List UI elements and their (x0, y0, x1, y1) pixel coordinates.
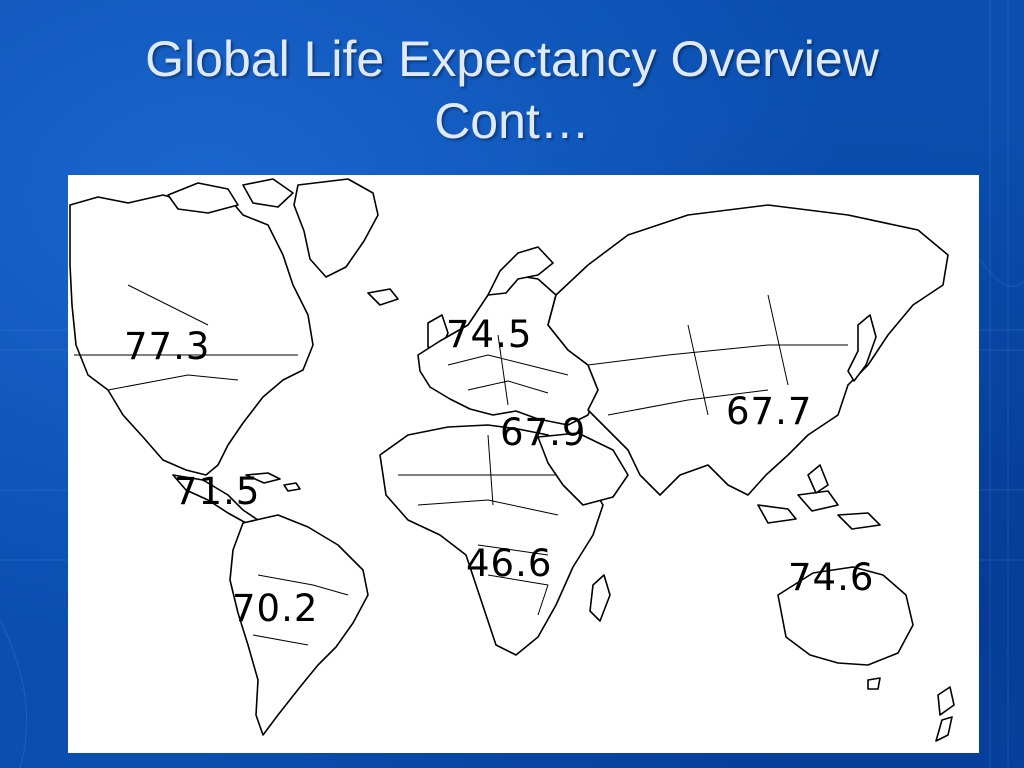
slide-title: Global Life Expectancy Overview Cont… (0, 28, 1024, 152)
world-map: 77.3 74.5 67.7 67.9 71.5 46.6 74.6 70.2 (68, 175, 979, 753)
life-expectancy-europe: 74.5 (446, 313, 533, 356)
slide-title-line-2: Cont… (434, 93, 590, 149)
greenland (293, 178, 379, 278)
life-expectancy-oceania-southeast-asia: 74.6 (788, 556, 875, 599)
life-expectancy-east-asia: 67.7 (726, 390, 813, 433)
arctic-islands (167, 182, 239, 214)
world-map-outline (69, 178, 955, 742)
life-expectancy-sub-saharan-africa: 46.6 (466, 542, 553, 585)
continent-australia (777, 566, 914, 666)
life-expectancy-south-america: 70.2 (232, 587, 319, 630)
life-expectancy-north-america: 77.3 (124, 325, 211, 368)
slide-title-line-1: Global Life Expectancy Overview (145, 31, 879, 87)
madagascar (589, 574, 611, 622)
arabian-peninsula (537, 432, 629, 506)
continent-asia (547, 204, 949, 496)
continent-africa (379, 424, 604, 656)
life-expectancy-middle-east: 67.9 (500, 411, 587, 454)
continent-south-america (229, 514, 369, 736)
life-expectancy-central-america-caribbean: 71.5 (174, 470, 261, 513)
japan (847, 314, 877, 382)
